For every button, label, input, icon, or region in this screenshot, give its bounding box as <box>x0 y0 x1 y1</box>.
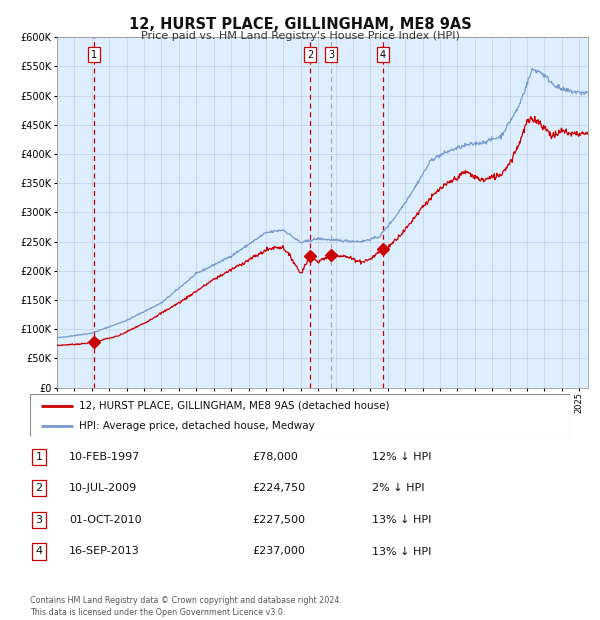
Text: £237,000: £237,000 <box>252 546 305 557</box>
Text: £224,750: £224,750 <box>252 483 305 494</box>
Text: £227,500: £227,500 <box>252 515 305 525</box>
Text: 1: 1 <box>35 451 43 462</box>
Text: 12, HURST PLACE, GILLINGHAM, ME8 9AS: 12, HURST PLACE, GILLINGHAM, ME8 9AS <box>128 17 472 32</box>
Text: 4: 4 <box>35 546 43 557</box>
Text: 2% ↓ HPI: 2% ↓ HPI <box>372 483 425 494</box>
Text: 2: 2 <box>35 483 43 494</box>
Text: 3: 3 <box>35 515 43 525</box>
Text: 10-FEB-1997: 10-FEB-1997 <box>69 451 140 462</box>
Text: 13% ↓ HPI: 13% ↓ HPI <box>372 546 431 557</box>
Text: £78,000: £78,000 <box>252 451 298 462</box>
Text: 2: 2 <box>307 50 313 60</box>
Text: 16-SEP-2013: 16-SEP-2013 <box>69 546 140 557</box>
Text: 10-JUL-2009: 10-JUL-2009 <box>69 483 137 494</box>
Text: 12, HURST PLACE, GILLINGHAM, ME8 9AS (detached house): 12, HURST PLACE, GILLINGHAM, ME8 9AS (de… <box>79 401 389 410</box>
Text: 13% ↓ HPI: 13% ↓ HPI <box>372 515 431 525</box>
Text: 1: 1 <box>91 50 97 60</box>
Text: 4: 4 <box>380 50 386 60</box>
Text: 3: 3 <box>328 50 334 60</box>
Text: 01-OCT-2010: 01-OCT-2010 <box>69 515 142 525</box>
Text: 12% ↓ HPI: 12% ↓ HPI <box>372 451 431 462</box>
Text: HPI: Average price, detached house, Medway: HPI: Average price, detached house, Medw… <box>79 421 314 431</box>
Text: Contains HM Land Registry data © Crown copyright and database right 2024.
This d: Contains HM Land Registry data © Crown c… <box>30 596 342 617</box>
Text: Price paid vs. HM Land Registry's House Price Index (HPI): Price paid vs. HM Land Registry's House … <box>140 31 460 41</box>
